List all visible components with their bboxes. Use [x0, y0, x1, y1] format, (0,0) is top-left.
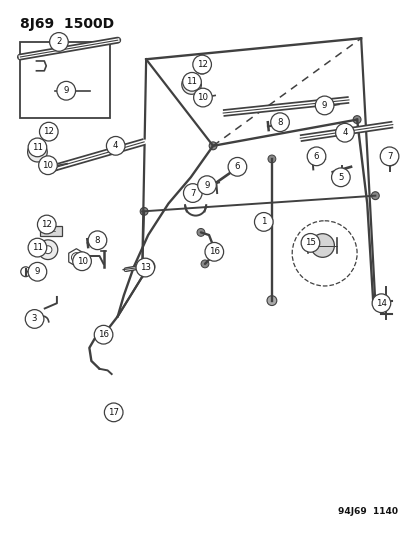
Circle shape [202, 183, 210, 191]
FancyBboxPatch shape [40, 226, 62, 236]
Text: 12: 12 [43, 127, 54, 136]
Circle shape [192, 55, 211, 74]
Text: 16: 16 [208, 247, 219, 256]
Circle shape [25, 310, 44, 328]
Circle shape [197, 229, 204, 236]
Circle shape [28, 142, 47, 162]
Text: 13: 13 [140, 263, 150, 272]
Circle shape [266, 296, 276, 305]
Text: 17: 17 [108, 408, 119, 417]
Circle shape [193, 88, 212, 107]
Circle shape [88, 231, 107, 249]
Text: 1: 1 [261, 217, 266, 227]
Text: 9: 9 [35, 267, 40, 276]
Circle shape [28, 262, 47, 281]
Circle shape [94, 325, 113, 344]
Text: 6: 6 [313, 152, 318, 161]
Text: 2: 2 [56, 37, 62, 46]
Circle shape [379, 147, 398, 166]
FancyBboxPatch shape [20, 42, 109, 118]
Text: 15: 15 [304, 238, 315, 247]
Circle shape [267, 155, 275, 163]
Circle shape [72, 73, 93, 95]
Text: 9: 9 [321, 101, 327, 110]
Circle shape [199, 95, 206, 102]
Circle shape [352, 116, 360, 124]
Circle shape [37, 215, 56, 234]
Text: 8: 8 [95, 236, 100, 245]
Circle shape [136, 258, 154, 277]
Text: 7: 7 [386, 152, 392, 161]
Circle shape [51, 71, 70, 91]
Text: 11: 11 [32, 143, 43, 152]
Text: 5: 5 [337, 173, 343, 182]
Circle shape [45, 128, 57, 140]
Circle shape [33, 148, 41, 156]
Circle shape [370, 192, 378, 199]
Circle shape [181, 75, 201, 94]
Circle shape [254, 213, 273, 231]
Text: 9: 9 [204, 181, 209, 190]
Circle shape [28, 138, 47, 157]
Text: 14: 14 [375, 298, 386, 308]
Circle shape [141, 260, 154, 273]
Circle shape [39, 122, 58, 141]
Circle shape [310, 233, 334, 257]
Circle shape [335, 123, 354, 142]
Circle shape [73, 252, 91, 271]
Text: 4: 4 [342, 128, 347, 137]
Circle shape [44, 246, 52, 254]
Circle shape [187, 80, 195, 88]
Circle shape [78, 79, 88, 88]
Circle shape [50, 33, 68, 51]
Text: 9: 9 [63, 86, 69, 95]
Circle shape [104, 403, 123, 422]
Circle shape [300, 233, 319, 252]
Circle shape [55, 77, 65, 86]
Text: 16: 16 [98, 330, 109, 339]
Text: 12: 12 [196, 60, 207, 69]
Text: 10: 10 [43, 161, 53, 169]
Circle shape [197, 176, 216, 195]
Circle shape [28, 238, 47, 257]
Circle shape [183, 184, 202, 203]
Circle shape [140, 207, 148, 215]
Text: 6: 6 [234, 163, 240, 171]
Circle shape [382, 152, 396, 166]
Text: 8: 8 [277, 118, 282, 127]
Circle shape [321, 103, 329, 111]
Text: 94J69  1140: 94J69 1140 [337, 507, 397, 516]
Text: 11: 11 [186, 77, 197, 86]
Circle shape [315, 96, 333, 115]
Circle shape [38, 156, 57, 175]
Circle shape [371, 294, 390, 312]
Text: 7: 7 [190, 189, 195, 198]
Circle shape [209, 142, 216, 150]
Text: 8J69  1500D: 8J69 1500D [20, 17, 114, 31]
Text: 4: 4 [113, 141, 118, 150]
Circle shape [201, 260, 209, 268]
Text: 12: 12 [41, 220, 52, 229]
Text: 3: 3 [32, 314, 37, 324]
Circle shape [51, 163, 59, 171]
Circle shape [270, 113, 289, 132]
Circle shape [106, 136, 125, 155]
Circle shape [38, 240, 58, 260]
Text: 10: 10 [76, 257, 87, 266]
Circle shape [182, 72, 201, 91]
Circle shape [204, 243, 223, 261]
Circle shape [228, 157, 246, 176]
Circle shape [57, 82, 75, 100]
Circle shape [195, 60, 209, 74]
Text: 11: 11 [32, 243, 43, 252]
Circle shape [306, 147, 325, 166]
Circle shape [331, 168, 349, 187]
Text: 10: 10 [197, 93, 208, 102]
